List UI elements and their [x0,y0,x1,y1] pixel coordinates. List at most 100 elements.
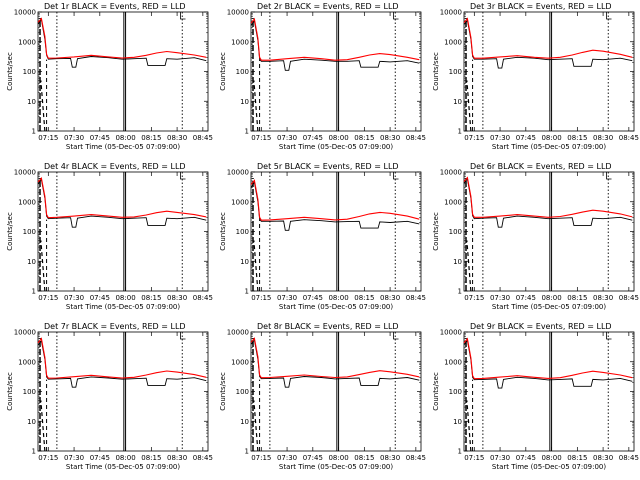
x-tick-label: 07:45 [303,454,323,462]
y-axis-label: Counts/sec [432,52,440,91]
y-tick-label: 10000 [440,9,462,17]
x-tick-label: 08:45 [193,294,213,302]
x-tick-label: 07:15 [251,294,271,302]
y-tick-label: 10 [27,418,36,426]
y-tick-label: 10 [240,98,249,106]
y-axis-label: Counts/sec [219,372,227,411]
x-tick-label: 07:45 [516,454,536,462]
y-tick-label: 1000 [231,198,249,206]
x-tick-label: 07:15 [251,134,271,142]
x-axis-label: Start Time (05-Dec-05 07:09:00) [66,463,180,471]
y-tick-label: 100 [449,68,462,76]
bracket-marker [393,332,399,340]
dashed-marker-line [40,80,46,132]
dashed-marker-line [466,240,472,292]
chart-title: Det 9r BLACK = Events, RED = LLD [470,322,612,331]
x-tick-label: 08:15 [567,134,587,142]
y-axis-label: Counts/sec [219,52,227,91]
y-tick-label: 1000 [444,198,462,206]
y-tick-label: 10000 [227,329,249,337]
lld-series-line [37,177,207,219]
y-tick-label: 10000 [440,169,462,177]
x-tick-label: 08:00 [541,294,561,302]
x-tick-label: 08:15 [141,134,161,142]
y-tick-label: 100 [236,388,249,396]
chart-svg: Det 4r BLACK = Events, RED = LLD 1 10 100 10… [6,162,213,311]
y-tick-label: 10 [27,258,36,266]
x-tick-label: 08:00 [328,294,348,302]
x-tick-label: 08:45 [406,294,426,302]
x-tick-label: 07:30 [277,294,297,302]
chart-title: Det 4r BLACK = Events, RED = LLD [44,162,186,171]
x-tick-label: 08:00 [115,134,135,142]
chart-title: Det 1r BLACK = Events, RED = LLD [44,2,186,11]
x-tick-label: 07:15 [38,134,58,142]
lld-series-line [250,179,420,221]
detector-panel: Det 1r BLACK = Events, RED = LLD 1 10 100 10… [0,0,213,160]
x-tick-label: 07:30 [490,134,510,142]
x-tick-label: 08:30 [167,134,187,142]
chart-title: Det 7r BLACK = Events, RED = LLD [44,322,186,331]
dashed-marker-line [253,400,259,452]
bracket-marker [393,172,399,180]
x-tick-label: 07:45 [516,134,536,142]
x-tick-label: 07:15 [464,454,484,462]
bracket-marker [180,332,186,340]
y-tick-label: 1 [458,448,462,456]
y-tick-label: 10000 [227,9,249,17]
y-tick-label: 100 [236,228,249,236]
y-tick-label: 100 [449,228,462,236]
bracket-marker [606,332,612,340]
chart-title: Det 8r BLACK = Events, RED = LLD [257,322,399,331]
y-tick-label: 100 [236,68,249,76]
x-tick-label: 07:30 [277,134,297,142]
events-series-line [250,19,420,71]
x-tick-label: 08:45 [406,454,426,462]
y-tick-label: 10 [240,258,249,266]
y-tick-label: 10 [240,418,249,426]
chart-svg: Det 5r BLACK = Events, RED = LLD 1 10 100 10… [219,162,426,311]
y-tick-label: 1 [458,288,462,296]
y-tick-label: 100 [23,388,36,396]
y-axis-label: Counts/sec [219,212,227,251]
y-tick-label: 100 [23,68,36,76]
x-tick-label: 08:00 [328,134,348,142]
x-tick-label: 07:45 [303,294,323,302]
y-tick-label: 10 [453,418,462,426]
x-tick-label: 07:15 [38,454,58,462]
y-tick-label: 1 [245,288,249,296]
x-tick-label: 07:45 [90,294,110,302]
x-tick-label: 08:30 [167,454,187,462]
x-tick-label: 08:45 [406,134,426,142]
x-tick-label: 08:00 [541,134,561,142]
chart-svg: Det 7r BLACK = Events, RED = LLD 1 10 100 10… [6,322,213,471]
x-tick-label: 08:45 [619,454,639,462]
y-axis-label: Counts/sec [6,372,14,411]
x-tick-label: 08:45 [619,134,639,142]
events-series-line [37,18,207,68]
dashed-marker-line [40,400,46,452]
x-tick-label: 08:00 [541,454,561,462]
chart-title: Det 2r BLACK = Events, RED = LLD [257,2,399,11]
x-tick-label: 08:45 [193,454,213,462]
dashed-marker-line [466,80,472,132]
x-tick-label: 08:15 [141,454,161,462]
x-tick-label: 08:30 [380,454,400,462]
chart-svg: Det 3r BLACK = Events, RED = LLD 1 10 100 10… [432,2,639,151]
x-tick-label: 08:15 [354,294,374,302]
y-tick-label: 10 [453,98,462,106]
x-tick-label: 08:15 [354,454,374,462]
events-series-line [463,177,633,228]
y-axis-label: Counts/sec [6,212,14,251]
x-tick-label: 08:00 [328,454,348,462]
x-tick-label: 07:30 [490,294,510,302]
y-tick-label: 1 [32,128,36,136]
events-series-line [463,339,633,389]
y-axis-label: Counts/sec [6,52,14,91]
chart-svg: Det 9r BLACK = Events, RED = LLD 1 10 100 10… [432,322,639,471]
lld-series-line [250,17,420,61]
x-tick-label: 07:15 [464,294,484,302]
x-axis-label: Start Time (05-Dec-05 07:09:00) [492,303,606,311]
bracket-marker [606,172,612,180]
